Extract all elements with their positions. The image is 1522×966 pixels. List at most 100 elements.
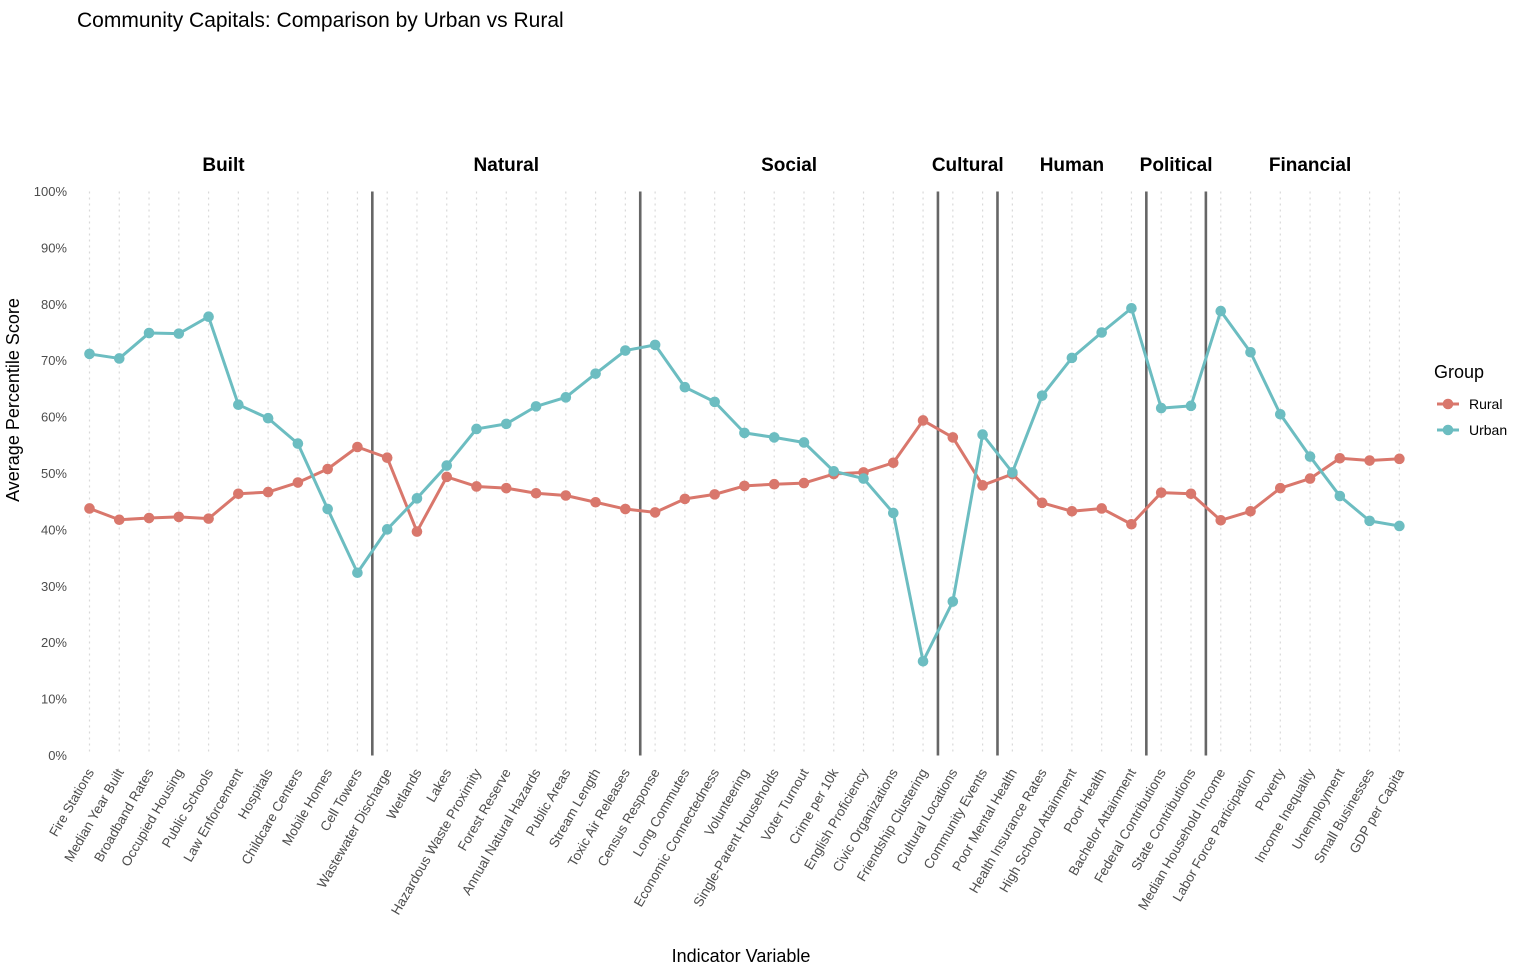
data-point-urban (977, 429, 988, 440)
data-point-rural (233, 488, 244, 500)
group-label: Natural (474, 155, 539, 176)
data-point-urban (113, 353, 125, 364)
data-point-urban (1185, 400, 1197, 412)
data-point-rural (679, 493, 691, 505)
data-point-rural (1155, 487, 1167, 498)
data-point-urban (381, 524, 393, 535)
data-point-rural (1364, 455, 1375, 466)
legend-label: Urban (1469, 422, 1507, 438)
data-point-rural (173, 511, 185, 523)
group-label: Human (1040, 155, 1104, 176)
data-point-urban (1215, 305, 1227, 317)
data-point-rural (322, 463, 333, 475)
data-point-rural (560, 490, 572, 501)
data-point-rural (203, 513, 214, 524)
data-point-rural (441, 471, 453, 483)
data-point-rural (1066, 505, 1078, 517)
data-point-urban (1155, 402, 1167, 414)
y-tick-label: 90% (41, 240, 67, 255)
data-point-rural (1036, 497, 1048, 509)
legend-item-urban: Urban (1437, 422, 1507, 438)
data-point-rural (917, 415, 929, 426)
data-point-urban (858, 473, 869, 484)
group-label: Financial (1269, 155, 1351, 176)
legend-item-rural: Rural (1437, 396, 1502, 412)
data-point-rural (1304, 473, 1316, 484)
x-tick-label: Lakes (423, 766, 454, 805)
data-point-urban (1066, 352, 1078, 364)
y-axis-title: Average Percentile Score (3, 298, 23, 502)
data-point-rural (84, 503, 95, 514)
group-labels: Built Natural Social Cultural Human Political… (202, 155, 1351, 176)
data-point-urban (887, 507, 899, 519)
data-point-rural (1215, 515, 1227, 526)
data-point-urban (828, 465, 840, 477)
data-point-urban (620, 345, 631, 356)
data-point-urban (143, 327, 155, 339)
y-tick-label: 40% (41, 522, 67, 537)
y-tick-label: 0% (48, 748, 67, 763)
data-point-urban (679, 381, 691, 393)
data-point-rural (143, 512, 155, 524)
y-tick-label: 20% (41, 635, 67, 650)
legend-label: Rural (1469, 396, 1502, 412)
legend-title: Group (1434, 362, 1484, 382)
data-point-rural (977, 480, 988, 491)
x-gridlines (88, 191, 1400, 756)
data-point-urban (1036, 390, 1048, 401)
data-point-rural (709, 489, 720, 500)
y-axis-ticks: 0% 10% 20% 30% 40% 50% 60% 70% 80% 90% 100% (34, 184, 68, 763)
data-point-urban (411, 493, 423, 504)
data-point-rural (1275, 482, 1286, 494)
data-point-urban (798, 437, 810, 448)
data-point-urban (352, 567, 363, 579)
y-tick-label: 10% (41, 692, 67, 707)
data-point-rural (947, 432, 959, 443)
legend-key-point (1442, 424, 1454, 436)
group-label: Built (202, 155, 245, 176)
data-point-rural (530, 487, 542, 499)
data-point-urban (441, 460, 453, 471)
data-point-rural (1096, 503, 1107, 514)
data-point-rural (1245, 505, 1256, 517)
data-point-rural (352, 441, 363, 453)
data-point-rural (1334, 452, 1346, 464)
group-label: Social (761, 155, 817, 176)
data-point-rural (1126, 518, 1137, 530)
data-point-rural (292, 477, 304, 488)
data-point-rural (1394, 453, 1405, 465)
data-point-urban (530, 401, 542, 412)
data-point-rural (887, 457, 899, 469)
data-point-urban (709, 396, 720, 408)
data-point-rural (739, 480, 750, 492)
y-tick-label: 30% (41, 579, 67, 594)
data-point-urban (917, 656, 929, 667)
data-point-rural (1185, 488, 1197, 500)
data-point-urban (649, 339, 661, 351)
data-point-urban (84, 348, 95, 360)
data-point-rural (113, 514, 125, 526)
data-point-urban (262, 412, 274, 424)
y-tick-label: 60% (41, 410, 67, 425)
data-point-urban (560, 392, 572, 403)
data-point-urban (1126, 302, 1137, 314)
x-axis-title: Indicator Variable (672, 946, 811, 966)
data-point-urban (739, 427, 750, 439)
data-point-urban (500, 418, 512, 430)
data-point-urban (292, 438, 304, 449)
y-tick-label: 80% (41, 297, 67, 312)
data-point-urban (233, 399, 244, 410)
y-tick-label: 100% (34, 184, 68, 199)
legend-items: Rural Urban (1437, 396, 1507, 438)
data-point-urban (1007, 467, 1018, 478)
legend: Group Rural Urban (1434, 362, 1507, 438)
group-label: Political (1140, 155, 1213, 176)
data-point-urban (471, 423, 482, 435)
data-point-urban (203, 311, 214, 323)
data-point-rural (500, 482, 512, 494)
chart-title: Community Capitals: Comparison by Urban … (77, 9, 564, 32)
data-point-rural (262, 486, 274, 498)
data-point-rural (768, 478, 780, 490)
